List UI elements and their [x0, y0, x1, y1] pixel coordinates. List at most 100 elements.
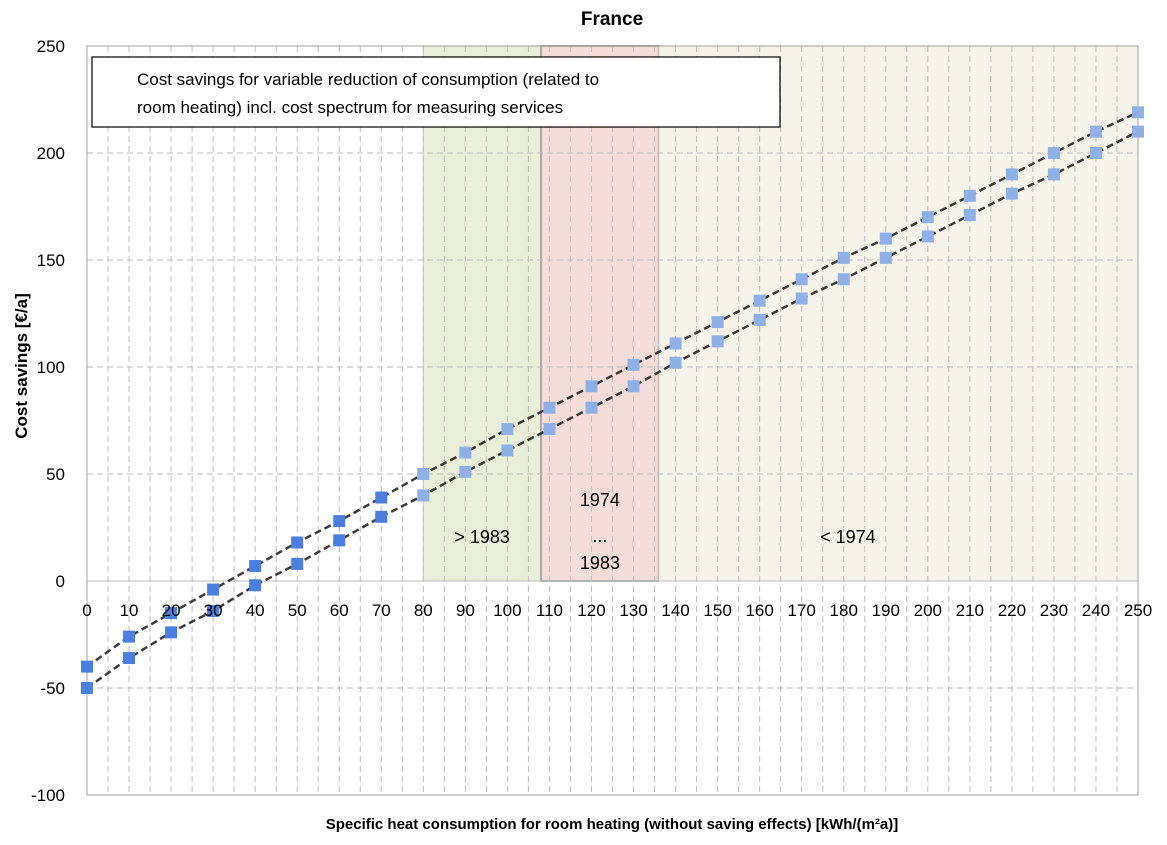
y-tick-label: 250 [37, 37, 65, 56]
data-point [585, 380, 598, 393]
annotation-line-1: Cost savings for variable reduction of c… [137, 70, 599, 89]
x-tick-label: 190 [872, 601, 900, 620]
data-point [459, 446, 472, 459]
data-point [249, 579, 262, 592]
data-point [1132, 106, 1144, 119]
x-tick-label: 0 [82, 601, 91, 620]
data-point [501, 444, 514, 457]
x-tick-label: 240 [1082, 601, 1110, 620]
x-tick-label: 60 [330, 601, 349, 620]
data-point [417, 468, 430, 480]
x-tick-label: 80 [414, 601, 433, 620]
data-point [921, 230, 934, 243]
x-tick-label: 180 [830, 601, 858, 620]
data-point [879, 251, 892, 264]
region-label: < 1974 [820, 527, 876, 547]
data-point [879, 232, 892, 245]
data-point [81, 660, 93, 673]
data-point [669, 337, 682, 350]
data-point [795, 273, 808, 286]
region-labels: > 1983 1974... 1983 < 1974 [454, 490, 875, 573]
data-point [291, 557, 304, 570]
x-tick-label: 50 [288, 601, 307, 620]
data-point [711, 316, 724, 329]
x-tick-label: 70 [372, 601, 391, 620]
data-point [165, 626, 178, 639]
data-point [1089, 125, 1102, 138]
data-point [921, 211, 934, 224]
data-point [753, 313, 766, 326]
data-point [81, 682, 93, 694]
annotation-box: Cost savings for variable reduction of c… [91, 56, 781, 128]
data-point [543, 401, 556, 414]
data-point [459, 465, 472, 478]
y-tick-label: 100 [37, 358, 65, 377]
x-tick-label: 140 [661, 601, 689, 620]
data-point [1005, 168, 1018, 181]
data-point [837, 251, 850, 264]
x-tick-label: 10 [120, 601, 139, 620]
data-point [585, 401, 598, 414]
x-tick-label: 90 [456, 601, 475, 620]
x-tick-label: 40 [246, 601, 265, 620]
region-label: 1983 [580, 553, 620, 573]
data-point [669, 356, 682, 369]
data-point [333, 515, 346, 528]
y-tick-labels: -100 -50 0 50 100 150 200 250 [31, 37, 65, 805]
data-point [1089, 147, 1102, 159]
x-tick-label: 210 [956, 601, 984, 620]
x-tick-label: 160 [745, 601, 773, 620]
x-tick-label: 170 [787, 601, 815, 620]
x-axis-label: Specific heat consumption for room heati… [326, 816, 899, 833]
y-tick-label: 0 [56, 572, 65, 591]
annotation-line-2: room heating) incl. cost spectrum for me… [137, 98, 563, 117]
data-point [1005, 187, 1018, 200]
x-tick-label: 150 [703, 601, 731, 620]
data-point [375, 510, 388, 523]
data-point [207, 583, 220, 596]
x-tick-label: 250 [1124, 601, 1152, 620]
y-tick-label: -50 [40, 679, 65, 698]
region-1 [540, 45, 660, 582]
data-point [795, 292, 808, 305]
data-point [165, 607, 178, 620]
x-tick-label: 230 [1040, 601, 1068, 620]
data-point [333, 534, 346, 547]
trend-line [86, 130, 1139, 690]
data-point [291, 536, 304, 549]
data-point [963, 209, 976, 222]
x-tick-label: 30 [204, 601, 223, 620]
data-point [627, 358, 640, 371]
data-point [501, 423, 514, 436]
data-point [1047, 168, 1060, 181]
data-point [375, 491, 388, 504]
x-tick-label: 200 [914, 601, 942, 620]
plot-frame [86, 45, 1139, 796]
y-tick-label: 50 [46, 465, 65, 484]
data-point [1132, 125, 1144, 138]
region-0 [422, 45, 542, 582]
x-tick-label: 100 [493, 601, 521, 620]
x-tick-label: 110 [536, 601, 563, 620]
data-point [123, 630, 136, 643]
data-point [627, 380, 640, 393]
data-point [249, 560, 262, 573]
data-point [543, 423, 556, 436]
y-axis-label: Cost savings [€/a] [12, 293, 31, 439]
data-point [417, 489, 430, 502]
chart-title: France [581, 9, 643, 30]
y-tick-label: 150 [37, 251, 65, 270]
region-label: 1974 [580, 490, 620, 510]
data-point [711, 335, 724, 348]
y-tick-label: -100 [31, 786, 65, 805]
x-tick-label: 130 [619, 601, 647, 620]
data-point [1047, 147, 1060, 159]
x-tick-label: 220 [998, 601, 1026, 620]
x-tick-label: 20 [162, 601, 181, 620]
region-label: ... [592, 526, 607, 546]
data-point [123, 652, 136, 665]
trend-line [86, 111, 1139, 668]
region-label: > 1983 [454, 527, 510, 547]
trend-lines [86, 111, 1139, 690]
